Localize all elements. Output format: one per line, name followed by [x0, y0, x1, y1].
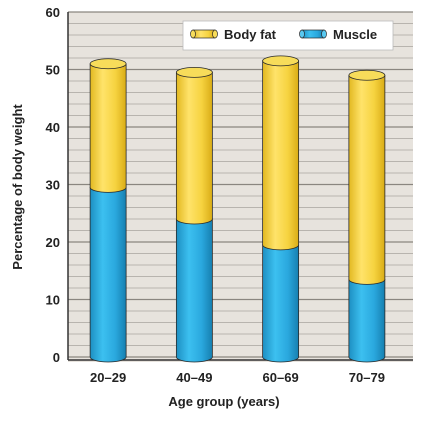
x-tick-label: 40–49: [176, 370, 212, 385]
bar-group-1: 20–29: [89, 58, 127, 385]
legend-item: Body fat: [190, 27, 277, 42]
legend-swatch-cap: [190, 29, 196, 39]
x-tick-label: 60–69: [263, 370, 299, 385]
x-axis-title: Age group (years): [168, 394, 279, 409]
bar-group-4: 70–79: [348, 69, 386, 385]
y-tick-label: 0: [53, 350, 60, 365]
bar-muscle: [175, 218, 213, 363]
y-tick-label: 10: [46, 293, 60, 308]
bar-body-fat: [262, 60, 300, 251]
bar-body-fat: [175, 71, 213, 225]
legend-swatch-cap: [321, 29, 327, 39]
legend-item: Muscle: [299, 27, 377, 42]
y-tick-label: 20: [46, 235, 60, 250]
bar-muscle: [89, 186, 127, 363]
bar-muscle: [348, 278, 386, 363]
y-tick-label: 40: [46, 120, 60, 135]
legend-box: [182, 20, 394, 51]
legend: Body fat Muscle: [182, 20, 394, 51]
bar-body-fat: [348, 74, 386, 285]
legend-swatch: [192, 29, 216, 39]
legend-label: Body fat: [224, 27, 277, 42]
legend-swatch-cap: [299, 29, 305, 39]
x-tick-label: 70–79: [349, 370, 385, 385]
bar-group-3: 60–69: [262, 55, 300, 385]
axes: 0 10 20 30 40 50 60: [46, 5, 413, 365]
x-tick-label: 20–29: [90, 370, 126, 385]
y-tick-label: 30: [46, 178, 60, 193]
bar-body-fat: [89, 63, 127, 193]
y-tick-label: 60: [46, 5, 60, 20]
legend-swatch: [301, 29, 325, 39]
bars: 20–29 40–49 60–69 70–79: [89, 55, 386, 385]
bar-top-cap: [262, 55, 300, 67]
legend-label: Muscle: [333, 27, 377, 42]
y-tick-label: 50: [46, 63, 60, 78]
bar-group-2: 40–49: [175, 66, 213, 385]
y-axis-title: Percentage of body weight: [10, 104, 25, 270]
legend-swatch-cap: [212, 29, 218, 39]
bar-muscle: [262, 244, 300, 363]
bar-top-cap: [175, 66, 213, 78]
bar-top-cap: [89, 58, 127, 70]
bar-top-cap: [348, 69, 386, 81]
